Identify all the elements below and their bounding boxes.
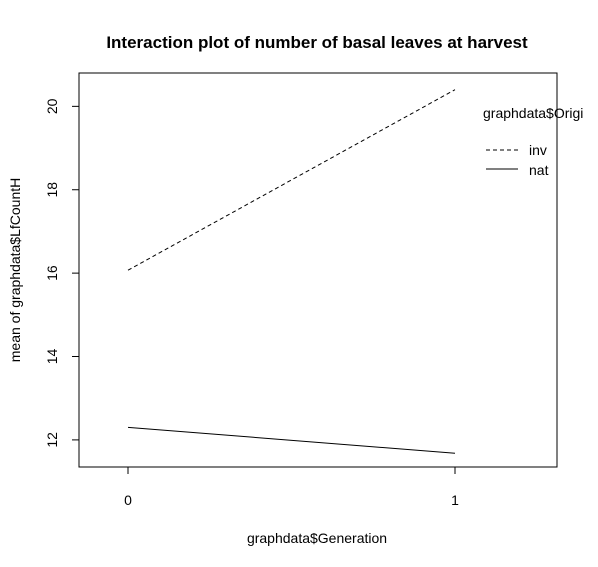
chart-title: Interaction plot of number of basal leav… xyxy=(106,33,528,52)
y-tick-label: 18 xyxy=(44,182,60,198)
plot-frame xyxy=(78,72,558,468)
x-tick-label: 0 xyxy=(124,492,132,508)
y-axis: 12 14 16 18 20 xyxy=(44,98,80,448)
series-layer xyxy=(127,89,456,454)
legend-label-inv: inv xyxy=(529,142,547,158)
legend-label-nat: nat xyxy=(529,162,549,178)
y-tick-label: 12 xyxy=(44,432,60,448)
legend: graphdata$Origi inv nat xyxy=(483,105,583,178)
y-tick-label: 14 xyxy=(44,349,60,365)
y-tick-label: 20 xyxy=(44,98,60,114)
y-tick-label: 16 xyxy=(44,265,60,281)
legend-title: graphdata$Origi xyxy=(483,105,583,121)
series-line-inv xyxy=(127,89,456,271)
x-axis-label: graphdata$Generation xyxy=(247,530,387,546)
series-line-nat xyxy=(127,426,456,454)
y-axis-label: mean of graphdata$LfCountH xyxy=(7,178,23,362)
x-tick-label: 1 xyxy=(451,492,459,508)
